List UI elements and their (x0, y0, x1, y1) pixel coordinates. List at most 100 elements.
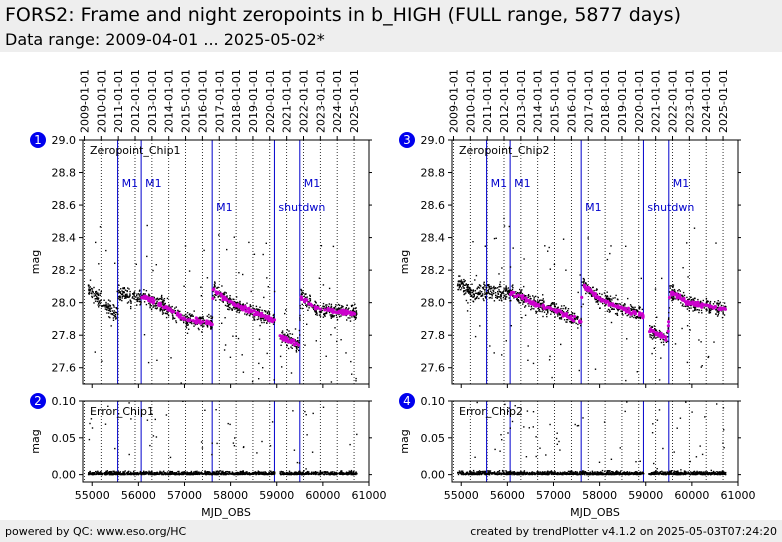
data-point (230, 473, 232, 475)
data-point (110, 325, 112, 327)
data-point (511, 473, 513, 475)
data-point (208, 313, 210, 316)
data-point (227, 422, 229, 425)
data-point (705, 301, 708, 303)
data-point (146, 255, 148, 258)
data-point (489, 296, 492, 299)
data-point (142, 473, 144, 475)
data-point (94, 298, 96, 300)
data-point (538, 310, 540, 312)
data-point (353, 473, 355, 476)
data-point (539, 303, 542, 305)
data-point (552, 311, 555, 313)
data-point (155, 308, 158, 310)
data-point (697, 298, 699, 301)
data-point (301, 472, 304, 474)
data-point (290, 346, 292, 348)
data-point (472, 289, 474, 291)
average-point (531, 302, 536, 306)
data-point (609, 252, 611, 255)
data-point (474, 289, 477, 292)
data-point (345, 352, 347, 354)
data-point (152, 435, 155, 437)
data-point (188, 313, 190, 316)
data-point (327, 305, 330, 308)
data-point (115, 311, 118, 314)
data-point (301, 307, 303, 310)
data-point (273, 316, 275, 318)
data-point (690, 299, 693, 301)
data-point (175, 321, 178, 324)
data-point (221, 322, 223, 324)
data-point (180, 382, 182, 384)
data-point (150, 472, 152, 474)
data-point (463, 278, 465, 281)
data-point (503, 288, 505, 290)
data-point (262, 385, 263, 386)
data-point (506, 290, 509, 293)
data-point (116, 473, 118, 476)
data-point (307, 473, 310, 475)
data-point (126, 295, 128, 298)
data-point (355, 314, 357, 316)
data-point (478, 291, 480, 294)
date-tick-label: 2014-01-01 (163, 69, 176, 133)
data-point (334, 308, 336, 310)
data-point (496, 287, 499, 289)
data-point (627, 314, 630, 316)
data-point (244, 313, 246, 315)
data-point (483, 283, 485, 285)
data-point (305, 304, 307, 306)
average-point (558, 309, 563, 313)
data-point (333, 472, 335, 475)
data-point (541, 303, 543, 305)
data-point (139, 293, 142, 295)
data-point (686, 325, 689, 327)
average-point (707, 304, 711, 308)
data-point (307, 470, 309, 473)
data-point (649, 334, 651, 336)
data-point (459, 285, 461, 288)
data-point (97, 471, 99, 473)
data-point (484, 289, 486, 291)
data-point (280, 473, 282, 476)
data-point (499, 281, 502, 283)
data-point (614, 297, 616, 299)
data-point (139, 298, 141, 300)
data-point (273, 290, 276, 293)
data-point (95, 290, 98, 293)
data-point (511, 290, 513, 292)
data-point (306, 296, 308, 298)
data-point (484, 293, 486, 296)
data-point (183, 314, 185, 317)
data-point (130, 302, 132, 304)
data-point (239, 471, 241, 473)
data-point (549, 268, 551, 270)
average-point (666, 329, 670, 333)
data-point (210, 315, 212, 317)
date-tick-label: 2012-01-01 (498, 69, 511, 133)
data-point (461, 281, 463, 284)
event-label: M1 (145, 177, 162, 190)
data-point (543, 301, 545, 303)
average-point (572, 314, 577, 319)
data-point (352, 472, 355, 474)
data-point (626, 314, 628, 317)
data-point (125, 295, 127, 297)
panel-1-zeropoint-chip1: 27.627.828.028.228.428.628.829.0magZerop… (29, 69, 372, 388)
data-point (215, 299, 217, 301)
average-point (299, 295, 303, 299)
data-point (193, 310, 195, 312)
data-point (527, 303, 529, 305)
data-point (493, 288, 496, 290)
data-point (716, 302, 718, 304)
average-point (152, 299, 156, 303)
data-point (596, 293, 598, 296)
data-point (639, 317, 641, 320)
data-point (667, 326, 669, 329)
data-point (231, 308, 234, 310)
data-point (223, 293, 226, 295)
data-point (214, 286, 216, 288)
data-point (492, 290, 495, 292)
data-point (564, 308, 567, 310)
